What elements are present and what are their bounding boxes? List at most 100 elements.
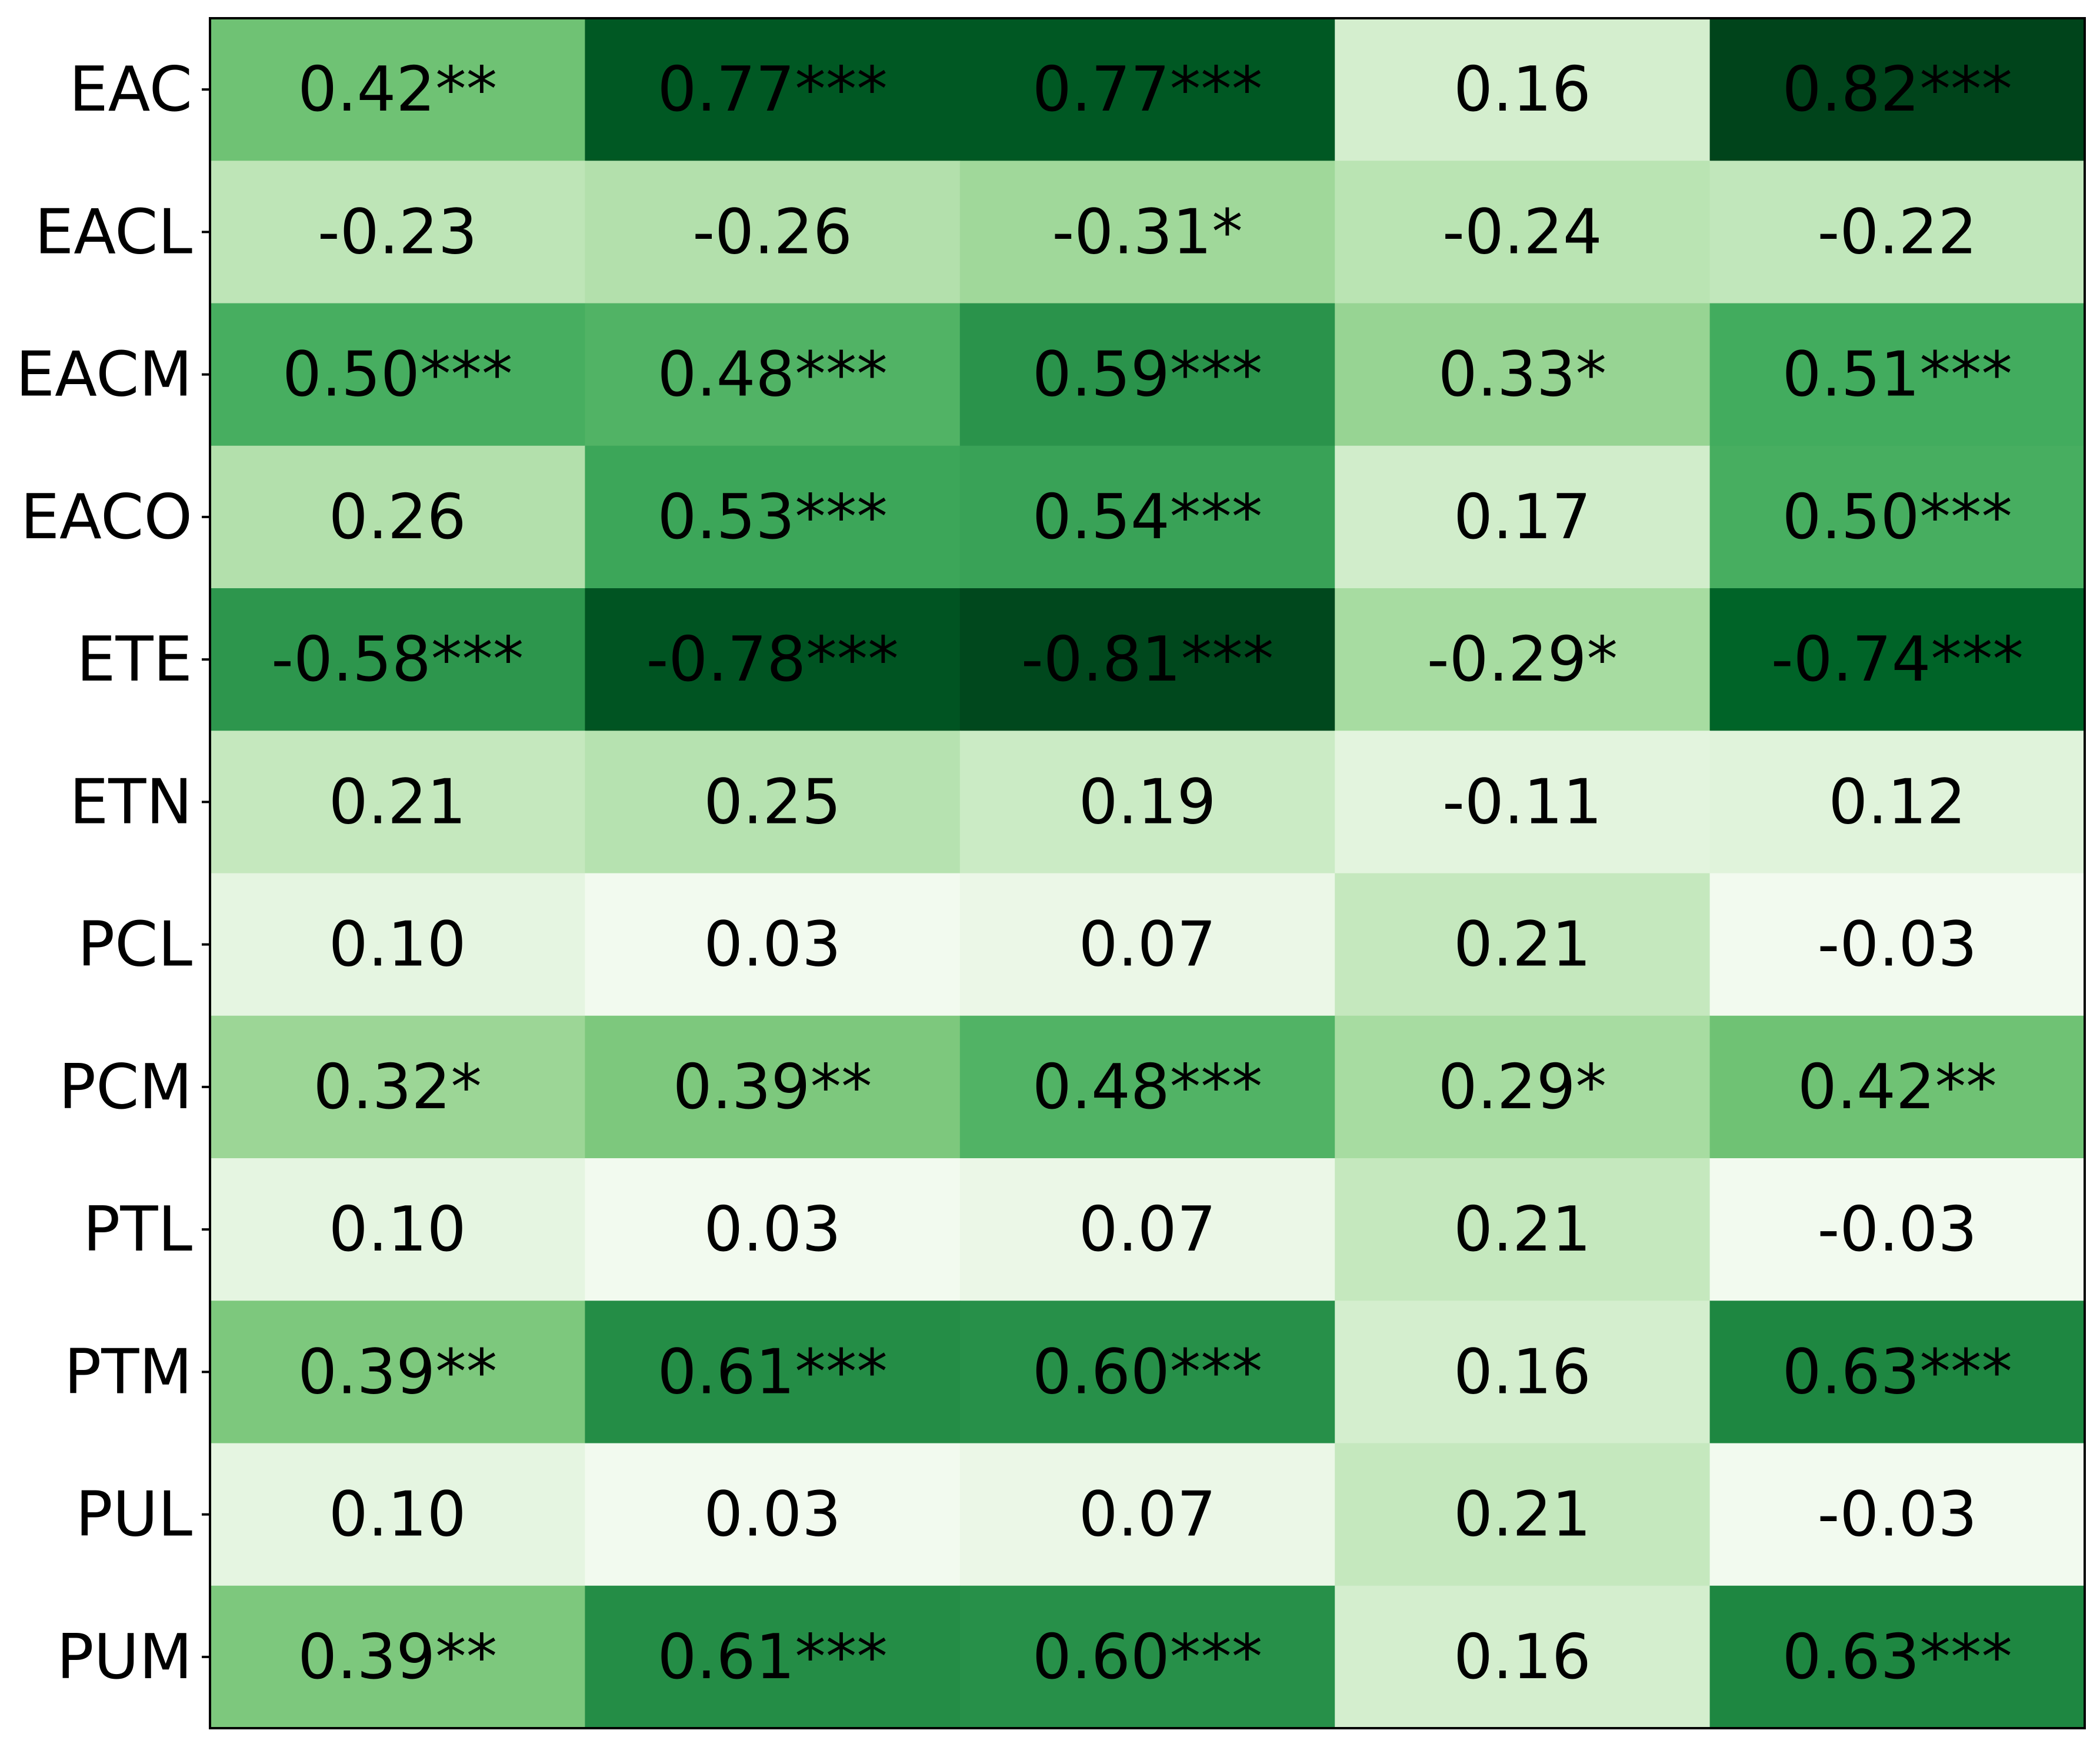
- cell-value-label-r11-c1: 0.61***: [657, 1621, 887, 1693]
- cell-value-label-r3-c3: 0.17: [1454, 481, 1591, 553]
- y-tick-label-eacm: EACM: [16, 339, 192, 411]
- heatmap-cell-r2-c3: [1335, 303, 1711, 446]
- cell-value-label-r7-c4: 0.42**: [1798, 1051, 1997, 1123]
- y-tick-label-pul: PUL: [75, 1479, 192, 1551]
- cell-value-label-r0-c2: 0.77***: [1032, 54, 1262, 125]
- heatmap-cell-r8-c4: [1709, 1158, 2085, 1301]
- cell-value-label-r11-c2: 0.60***: [1032, 1621, 1262, 1693]
- cell-value-label-r4-c4: -0.74***: [1771, 624, 2024, 695]
- heatmap-cells: [210, 18, 2085, 1729]
- cell-value-label-r5-c0: 0.21: [329, 766, 466, 838]
- cell-value-label-r1-c2: -0.31*: [1052, 196, 1242, 268]
- y-tick-label-ptl: PTL: [83, 1193, 192, 1265]
- heatmap-cell-r6-c4: [1709, 873, 2085, 1016]
- cell-value-label-r3-c4: 0.50***: [1782, 481, 2012, 553]
- cell-value-label-r2-c2: 0.59***: [1032, 339, 1262, 411]
- heatmap-cell-r6-c2: [959, 873, 1335, 1016]
- heatmap-cell-r1-c4: [1709, 161, 2085, 304]
- cell-value-label-r2-c0: 0.50***: [282, 339, 512, 411]
- cell-value-label-r9-c3: 0.16: [1454, 1336, 1591, 1408]
- heatmap-cell-r10-c3: [1335, 1443, 1711, 1586]
- cell-value-label-r10-c1: 0.03: [704, 1479, 841, 1551]
- cell-value-label-r4-c3: -0.29*: [1427, 624, 1618, 695]
- heatmap-cell-r5-c2: [959, 731, 1335, 874]
- heatmap-cell-r0-c0: [210, 18, 585, 161]
- cell-value-label-r0-c3: 0.16: [1454, 54, 1591, 125]
- heatmap-cell-r9-c2: [959, 1301, 1335, 1444]
- heatmap-cell-r6-c1: [585, 873, 961, 1016]
- heatmap-cell-r2-c2: [959, 303, 1335, 446]
- heatmap-cell-r0-c2: [959, 18, 1335, 161]
- cell-value-label-r8-c4: -0.03: [1817, 1193, 1977, 1265]
- cell-value-label-r5-c2: 0.19: [1079, 766, 1216, 838]
- heatmap-cell-r3-c0: [210, 445, 585, 589]
- y-tick-label-eaco: EACO: [21, 481, 192, 553]
- y-tick-label-pcl: PCL: [78, 909, 192, 981]
- heatmap-cell-labels: 0.42** 0.77*** 0.77*** 0.16 0.82*** -0.23 -0.2…: [271, 54, 2024, 1693]
- cell-value-label-r3-c2: 0.54***: [1032, 481, 1262, 553]
- heatmap-cell-r1-c0: [210, 161, 585, 304]
- heatmap-cell-r4-c4: [1709, 588, 2085, 731]
- cell-value-label-r1-c4: -0.22: [1817, 196, 1977, 268]
- heatmap-cell-r10-c1: [585, 1443, 961, 1586]
- cell-value-label-r0-c1: 0.77***: [657, 54, 887, 125]
- heatmap-cell-r7-c2: [959, 1015, 1335, 1159]
- heatmap-cell-r5-c1: [585, 731, 961, 874]
- cell-value-label-r1-c3: -0.24: [1442, 196, 1602, 268]
- cell-value-label-r7-c1: 0.39**: [673, 1051, 872, 1123]
- heatmap-cell-r3-c1: [585, 445, 961, 589]
- cell-value-label-r4-c1: -0.78***: [646, 624, 899, 695]
- heatmap-cell-r10-c4: [1709, 1443, 2085, 1586]
- heatmap-cell-r6-c3: [1335, 873, 1711, 1016]
- y-tick-label-eac: EAC: [69, 54, 192, 125]
- cell-value-label-r2-c1: 0.48***: [657, 339, 887, 411]
- heatmap-cell-r4-c3: [1335, 588, 1711, 731]
- cell-value-label-r8-c0: 0.10: [329, 1193, 466, 1265]
- cell-value-label-r5-c3: -0.11: [1442, 766, 1602, 838]
- cell-value-label-r5-c4: 0.12: [1828, 766, 1966, 838]
- heatmap-cell-r3-c4: [1709, 445, 2085, 589]
- cell-value-label-r9-c2: 0.60***: [1032, 1336, 1262, 1408]
- cell-value-label-r4-c2: -0.81***: [1021, 624, 1274, 695]
- cell-value-label-r9-c4: 0.63***: [1782, 1336, 2012, 1408]
- heatmap-cell-r7-c0: [210, 1015, 585, 1159]
- heatmap-cell-r5-c3: [1335, 731, 1711, 874]
- cell-value-label-r7-c0: 0.32*: [314, 1051, 482, 1123]
- heatmap-cell-r2-c4: [1709, 303, 2085, 446]
- heatmap-cell-r2-c1: [585, 303, 961, 446]
- y-tick-label-ete: ETE: [76, 624, 192, 695]
- cell-value-label-r8-c2: 0.07: [1079, 1193, 1216, 1265]
- y-tick-label-pum: PUM: [56, 1621, 192, 1693]
- cell-value-label-r8-c3: 0.21: [1454, 1193, 1591, 1265]
- cell-value-label-r6-c1: 0.03: [704, 909, 841, 981]
- heatmap-cell-r9-c1: [585, 1301, 961, 1444]
- heatmap-cell-r9-c3: [1335, 1301, 1711, 1444]
- cell-value-label-r6-c3: 0.21: [1454, 909, 1591, 981]
- cell-value-label-r10-c2: 0.07: [1079, 1479, 1216, 1551]
- cell-value-label-r6-c0: 0.10: [329, 909, 466, 981]
- heatmap-cell-r3-c3: [1335, 445, 1711, 589]
- heatmap-cell-r8-c0: [210, 1158, 585, 1301]
- cell-value-label-r10-c3: 0.21: [1454, 1479, 1591, 1551]
- heatmap-cell-r8-c1: [585, 1158, 961, 1301]
- heatmap-cell-r7-c1: [585, 1015, 961, 1159]
- cell-value-label-r3-c1: 0.53***: [657, 481, 887, 553]
- cell-value-label-r11-c0: 0.39**: [298, 1621, 497, 1693]
- cell-value-label-r6-c4: -0.03: [1817, 909, 1977, 981]
- heatmap-cell-r11-c3: [1335, 1585, 1711, 1729]
- heatmap-cell-r1-c2: [959, 161, 1335, 304]
- heatmap-cell-r0-c1: [585, 18, 961, 161]
- heatmap-cell-r3-c2: [959, 445, 1335, 589]
- cell-value-label-r1-c1: -0.26: [692, 196, 852, 268]
- heatmap-cell-r1-c1: [585, 161, 961, 304]
- heatmap-cell-r4-c2: [959, 588, 1335, 731]
- y-tick-label-ptm: PTM: [64, 1336, 192, 1408]
- heatmap-cell-r0-c4: [1709, 18, 2085, 161]
- heatmap-cell-r9-c0: [210, 1301, 585, 1444]
- heatmap-cell-r10-c0: [210, 1443, 585, 1586]
- cell-value-label-r7-c2: 0.48***: [1032, 1051, 1262, 1123]
- cell-value-label-r2-c3: 0.33*: [1438, 339, 1606, 411]
- cell-value-label-r0-c4: 0.82***: [1782, 54, 2012, 125]
- cell-value-label-r3-c0: 0.26: [329, 481, 466, 553]
